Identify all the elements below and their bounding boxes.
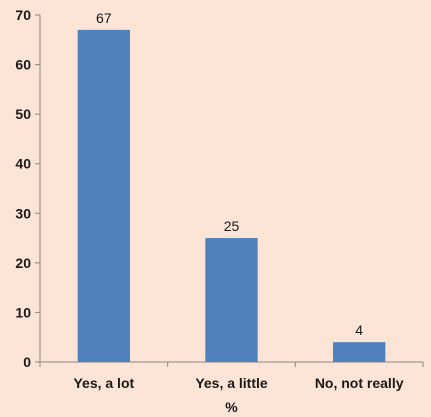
bars [77,29,386,362]
category-label: Yes, a lot [73,375,134,391]
y-tick-label: 40 [15,156,31,172]
bar [205,238,258,362]
x-axis-title: % [225,399,238,415]
x-ticks [39,362,424,367]
y-tick-label: 0 [23,354,31,370]
bar [77,29,131,362]
data-labels: 67 25 4 [96,10,363,338]
category-label: Yes, a little [195,375,268,391]
y-tick-label: 60 [15,57,31,73]
category-labels: Yes, a lot Yes, a little No, not really [73,375,403,391]
y-tick-label: 10 [15,304,31,320]
x-axis [39,361,424,367]
data-label: 4 [355,322,363,338]
data-label: 25 [224,218,240,234]
y-tick-label: 70 [15,7,31,23]
y-tick-label: 30 [15,205,31,221]
y-tick-label: 50 [15,106,31,122]
y-axis: 0 10 20 30 40 50 60 70 [15,7,41,370]
y-tick-label: 20 [15,255,31,271]
y-ticks: 0 10 20 30 40 50 60 70 [15,7,40,370]
data-label: 67 [96,10,112,26]
category-label: No, not really [315,375,404,391]
bar [332,342,386,362]
